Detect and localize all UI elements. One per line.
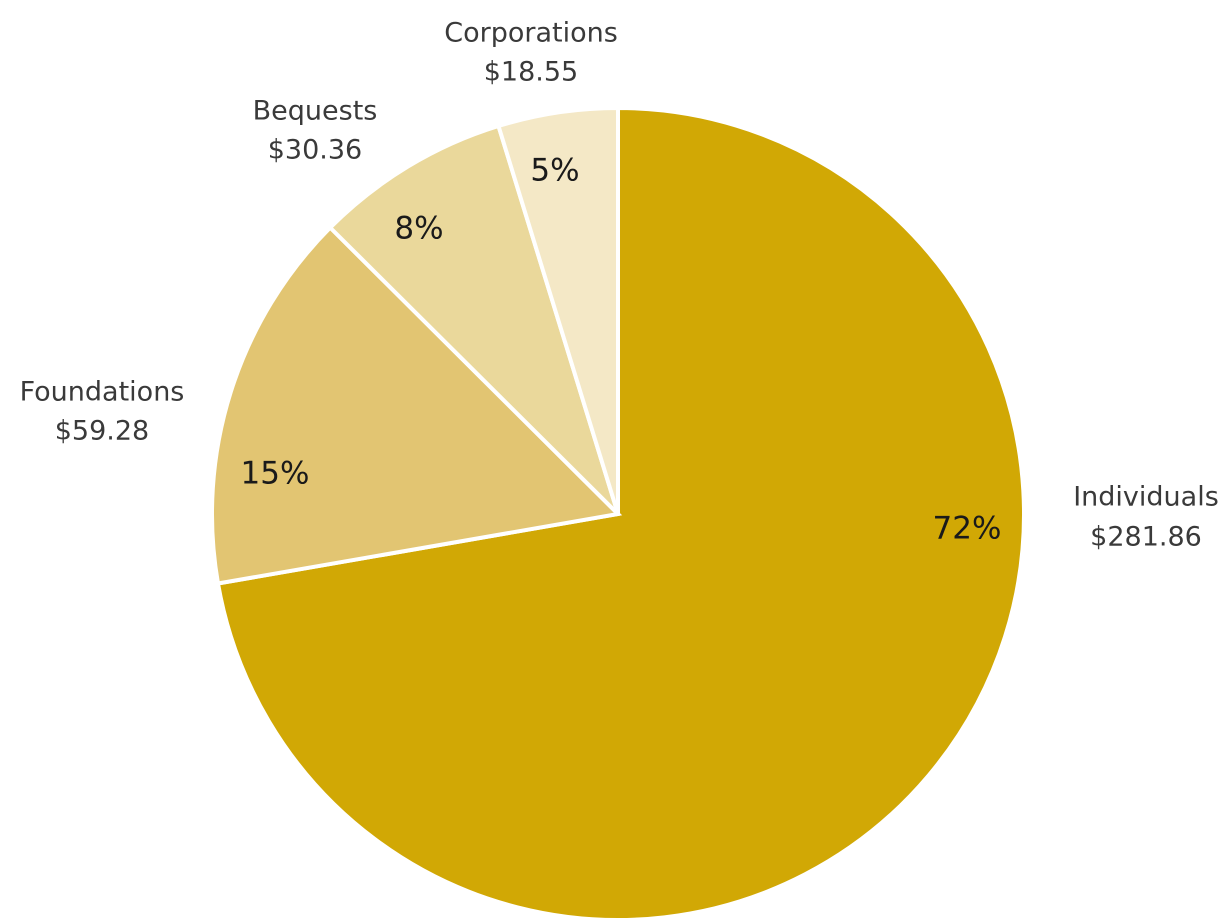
value-label-bequests: $30.36 (268, 135, 362, 166)
percent-label-corporations: 5% (530, 153, 579, 189)
category-label-corporations: Corporations (444, 18, 618, 49)
value-label-foundations: $59.28 (55, 416, 149, 447)
percent-label-foundations: 15% (241, 456, 310, 492)
value-label-corporations: $18.55 (484, 57, 578, 88)
pie-slice-corporations (495, 105, 620, 515)
percent-label-bequests: 8% (394, 211, 443, 247)
percent-label-individuals: 72% (933, 511, 1002, 547)
pie-slices (210, 105, 1026, 922)
value-label-individuals: $281.86 (1090, 522, 1202, 553)
pie-slice-bequests (327, 123, 620, 516)
pie-slice-individuals (215, 105, 1026, 922)
pie-labels: 72% Individuals $281.86 15% Foundations $59.2… (20, 18, 1219, 553)
category-label-individuals: Individuals (1073, 482, 1219, 513)
pie-slice-foundations (210, 224, 623, 586)
category-label-bequests: Bequests (253, 96, 378, 127)
category-label-foundations: Foundations (20, 377, 185, 408)
